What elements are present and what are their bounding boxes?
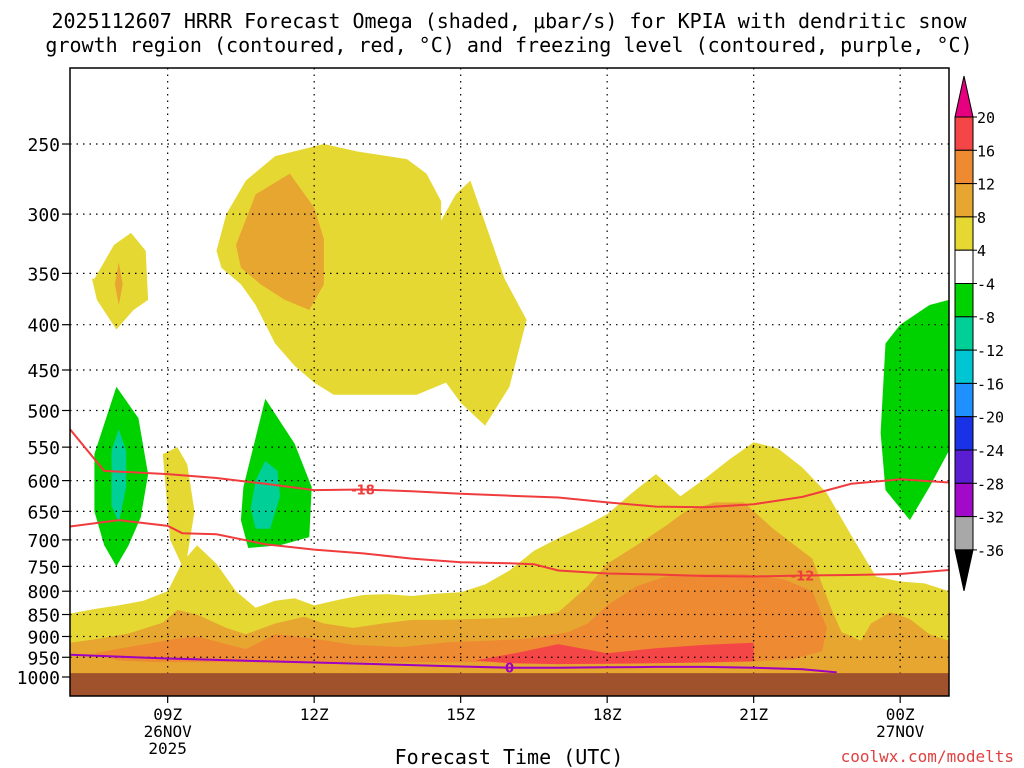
x-tick-date-00Z: 27NOV <box>876 722 925 741</box>
colorbar-bin-12 <box>954 482 974 518</box>
colorbar-bin-3 <box>954 183 974 218</box>
omega-region-6 <box>94 574 827 663</box>
y-tick-label-650: 650 <box>27 502 60 523</box>
plot-frame <box>69 67 950 697</box>
omega-region-5 <box>236 173 324 310</box>
y-tick-label-550: 550 <box>27 438 60 459</box>
colorbar-label-1: 16 <box>977 142 995 160</box>
colorbar-bin-1 <box>954 116 974 151</box>
omega-region-10 <box>880 299 949 521</box>
x-tick-label-12Z: 12Z <box>300 705 329 724</box>
x-tick-label-21Z: 21Z <box>739 705 768 724</box>
colorbar-label-10: -24 <box>977 442 1004 460</box>
colorbar-label-5: -4 <box>977 276 995 294</box>
x-tick-year-09Z: 2025 <box>148 739 187 758</box>
x-tick-label-15Z: 15Z <box>446 705 475 724</box>
credit-text: coolwx.com/modelts <box>841 747 1014 766</box>
x-tick-date-09Z: 26NOV <box>144 722 193 741</box>
y-tick-label-300: 300 <box>27 205 60 226</box>
colorbar-label-6: -8 <box>977 309 995 327</box>
y-tick-label-850: 850 <box>27 606 60 627</box>
chart-title-line1: 2025112607 HRRR Forecast Omega (shaded, … <box>51 9 967 33</box>
x-tick-label-18Z: 18Z <box>593 705 622 724</box>
contour-label-1: -12 <box>791 570 815 585</box>
colorbar-bottom-arrow <box>954 549 974 592</box>
colorbar-bin-7 <box>954 316 974 351</box>
colorbar-bin-4 <box>954 216 974 251</box>
colorbar-label-7: -12 <box>977 342 1004 360</box>
ground-below-surface <box>70 673 949 696</box>
contour-line-2 <box>70 653 837 674</box>
y-tick-label-750: 750 <box>27 557 60 578</box>
colorbar-label-4: 4 <box>977 242 986 260</box>
y-tick-label-350: 350 <box>27 264 60 285</box>
colorbar-label-13: -36 <box>977 542 1004 560</box>
colorbar-label-0: 20 <box>977 109 995 127</box>
colorbar-bin-2 <box>954 149 974 185</box>
colorbar-bin-8 <box>954 349 974 384</box>
y-tick-label-400: 400 <box>27 316 60 337</box>
chart-title-line2: growth region (contoured, red, °C) and f… <box>45 33 972 57</box>
y-tick-label-1000: 1000 <box>17 668 60 689</box>
colorbar-top-arrow <box>954 75 974 118</box>
colorbar-label-3: 8 <box>977 209 986 227</box>
colorbar-bin-6 <box>954 283 974 318</box>
y-tick-label-800: 800 <box>27 582 60 603</box>
contour-line-0 <box>70 428 949 509</box>
colorbar-label-12: -32 <box>977 509 1004 527</box>
omega-region-11 <box>111 429 127 523</box>
x-tick-label-09Z: 09Z <box>153 705 182 724</box>
colorbar-label-8: -16 <box>977 375 1004 393</box>
colorbar-bin-10 <box>954 416 974 451</box>
x-tick-label-00Z: 00Z <box>886 705 915 724</box>
contour-label-0: -18 <box>351 483 375 498</box>
omega-region-1 <box>162 447 195 572</box>
contour-label-2: 0 <box>505 662 514 677</box>
y-tick-label-600: 600 <box>27 472 60 493</box>
y-tick-label-250: 250 <box>27 135 60 156</box>
colorbar-bin-13 <box>954 516 974 551</box>
colorbar-label-9: -20 <box>977 409 1004 427</box>
contour-line-1 <box>70 519 949 578</box>
x-axis-label: Forecast Time (UTC) <box>395 745 624 768</box>
colorbar-label-11: -28 <box>977 475 1004 493</box>
colorbar-bin-11 <box>954 449 974 484</box>
omega-region-7 <box>475 642 754 665</box>
y-tick-label-700: 700 <box>27 531 60 552</box>
colorbar-bin-9 <box>954 382 974 418</box>
omega-region-13 <box>114 262 123 305</box>
y-tick-label-900: 900 <box>27 627 60 648</box>
y-tick-label-950: 950 <box>27 648 60 669</box>
colorbar-label-2: 12 <box>977 176 995 194</box>
y-tick-label-450: 450 <box>27 361 60 382</box>
colorbar-bin-5 <box>954 249 974 284</box>
y-tick-label-500: 500 <box>27 402 60 423</box>
